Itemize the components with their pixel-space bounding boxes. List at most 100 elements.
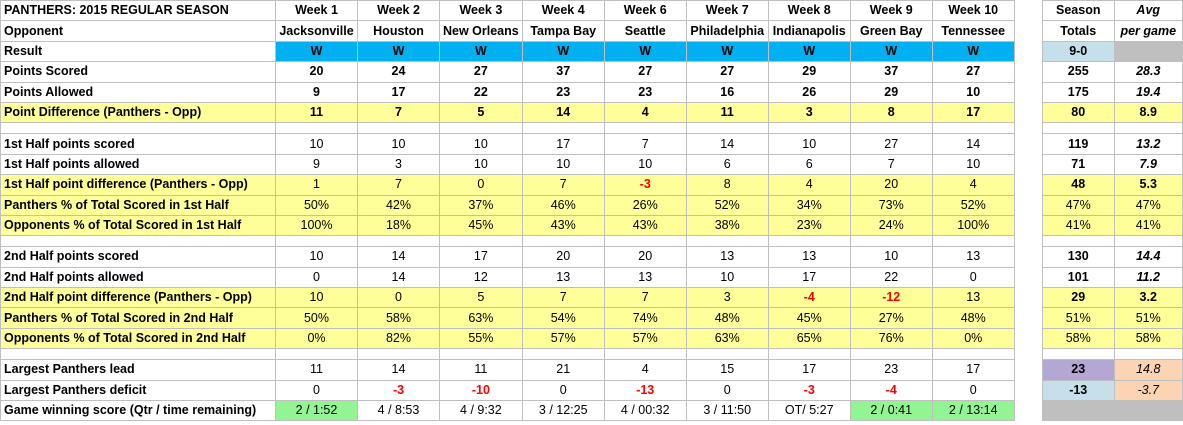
data-cell[interactable]: 7 <box>521 287 605 309</box>
row-label[interactable]: Panthers % of Total Scored in 2nd Half <box>0 307 276 329</box>
data-cell[interactable]: 54% <box>521 307 605 329</box>
data-cell[interactable]: 48% <box>685 307 769 329</box>
data-cell[interactable]: 3 <box>767 101 851 124</box>
data-cell[interactable]: 10 <box>931 153 1015 176</box>
data-cell[interactable]: 13 <box>931 287 1015 309</box>
data-cell[interactable]: 48% <box>931 307 1015 329</box>
data-cell[interactable]: 13 <box>931 246 1015 268</box>
data-cell[interactable]: -3 <box>357 379 440 402</box>
data-cell[interactable]: 7 <box>521 174 605 196</box>
data-cell[interactable]: 18% <box>357 214 440 237</box>
data-cell[interactable]: 17 <box>767 359 851 381</box>
data-cell[interactable]: 43% <box>521 214 605 237</box>
opponent-name[interactable]: Philadelphia <box>685 20 769 42</box>
data-cell[interactable]: 8 <box>685 174 769 196</box>
data-cell[interactable]: 24 <box>357 61 440 83</box>
data-cell[interactable]: 27 <box>439 61 523 83</box>
data-cell[interactable]: 27% <box>849 307 933 329</box>
data-cell[interactable]: 14 <box>357 359 440 381</box>
data-cell[interactable]: 13 <box>603 266 687 289</box>
season-header[interactable]: Season <box>1041 0 1115 22</box>
season-total-cell[interactable]: 48 <box>1041 174 1115 196</box>
data-cell[interactable]: 10 <box>439 133 523 155</box>
data-cell[interactable]: 55% <box>439 327 523 350</box>
data-cell[interactable]: 14 <box>931 133 1015 155</box>
data-cell[interactable]: 9 <box>275 81 358 103</box>
season-total-cell[interactable]: 51% <box>1041 307 1115 329</box>
opponent-name[interactable]: Tampa Bay <box>521 20 605 42</box>
data-cell[interactable]: W <box>685 40 769 63</box>
season-total-cell[interactable]: 9-0 <box>1041 40 1115 63</box>
row-label[interactable]: Result <box>0 40 276 63</box>
row-label[interactable]: Points Allowed <box>0 81 276 103</box>
data-cell[interactable]: -3 <box>603 174 687 196</box>
data-cell[interactable]: 82% <box>357 327 440 350</box>
season-total-cell[interactable]: 29 <box>1041 287 1115 309</box>
data-cell[interactable]: 22 <box>439 81 523 103</box>
season-total-cell[interactable]: 47% <box>1041 194 1115 216</box>
data-cell[interactable]: W <box>767 40 851 63</box>
data-cell[interactable]: 2 / 13:14 <box>931 400 1015 422</box>
opponent-name[interactable]: Indianapolis <box>767 20 851 42</box>
data-cell[interactable]: 4 <box>603 101 687 124</box>
data-cell[interactable]: 37% <box>439 194 523 216</box>
week-header[interactable]: Week 4 <box>521 0 605 22</box>
week-header[interactable]: Week 9 <box>849 0 933 22</box>
data-cell[interactable]: 45% <box>439 214 523 237</box>
data-cell[interactable]: -13 <box>603 379 687 402</box>
data-cell[interactable]: 17 <box>521 133 605 155</box>
row-label[interactable]: Opponents % of Total Scored in 1st Half <box>0 214 276 237</box>
data-cell[interactable]: 11 <box>275 359 358 381</box>
data-cell[interactable]: 0 <box>931 266 1015 289</box>
data-cell[interactable]: 10 <box>275 133 358 155</box>
opponent-name[interactable]: Jacksonville <box>275 20 358 42</box>
week-header[interactable]: Week 2 <box>357 0 440 22</box>
data-cell[interactable]: 27 <box>931 61 1015 83</box>
data-cell[interactable]: 11 <box>275 101 358 124</box>
row-label[interactable]: 2nd Half point difference (Panthers - Op… <box>0 287 276 309</box>
data-cell[interactable]: 7 <box>357 174 440 196</box>
season-total-cell[interactable]: 80 <box>1041 101 1115 124</box>
data-cell[interactable]: 4 / 00:32 <box>603 400 687 422</box>
data-cell[interactable]: 7 <box>603 133 687 155</box>
week-header[interactable]: Week 3 <box>439 0 523 22</box>
data-cell[interactable]: 0 <box>685 379 769 402</box>
avg-cell[interactable]: 3.2 <box>1113 287 1183 309</box>
data-cell[interactable]: W <box>603 40 687 63</box>
data-cell[interactable]: OT/ 5:27 <box>767 400 851 422</box>
data-cell[interactable]: 10 <box>685 266 769 289</box>
season-total-cell[interactable]: 119 <box>1041 133 1115 155</box>
data-cell[interactable]: -12 <box>849 287 933 309</box>
data-cell[interactable]: 23 <box>603 81 687 103</box>
opponent-name[interactable]: Seattle <box>603 20 687 42</box>
data-cell[interactable]: 46% <box>521 194 605 216</box>
data-cell[interactable]: 26% <box>603 194 687 216</box>
data-cell[interactable]: 63% <box>439 307 523 329</box>
row-label[interactable]: Point Difference (Panthers - Opp) <box>0 101 276 124</box>
data-cell[interactable]: 0 <box>521 379 605 402</box>
data-cell[interactable]: 27 <box>685 61 769 83</box>
data-cell[interactable]: 11 <box>685 101 769 124</box>
opponent-name[interactable]: Houston <box>357 20 440 42</box>
data-cell[interactable]: 43% <box>603 214 687 237</box>
data-cell[interactable]: 57% <box>521 327 605 350</box>
row-label[interactable]: Largest Panthers deficit <box>0 379 276 402</box>
avg-cell[interactable]: 7.9 <box>1113 153 1183 176</box>
data-cell[interactable]: 0% <box>931 327 1015 350</box>
data-cell[interactable]: 7 <box>849 153 933 176</box>
data-cell[interactable]: 20 <box>275 61 358 83</box>
data-cell[interactable]: W <box>521 40 605 63</box>
data-cell[interactable]: 0% <box>275 327 358 350</box>
data-cell[interactable]: 6 <box>685 153 769 176</box>
season-total-cell[interactable]: 255 <box>1041 61 1115 83</box>
week-header[interactable]: Week 8 <box>767 0 851 22</box>
season-total-cell[interactable]: 101 <box>1041 266 1115 289</box>
data-cell[interactable]: 10 <box>275 287 358 309</box>
row-label[interactable]: Opponents % of Total Scored in 2nd Half <box>0 327 276 350</box>
avg-cell[interactable]: 47% <box>1113 194 1183 216</box>
data-cell[interactable]: -10 <box>439 379 523 402</box>
season-total-cell[interactable]: 41% <box>1041 214 1115 237</box>
opponent-name[interactable]: Green Bay <box>849 20 933 42</box>
week-header[interactable]: Week 6 <box>603 0 687 22</box>
data-cell[interactable]: 24% <box>849 214 933 237</box>
